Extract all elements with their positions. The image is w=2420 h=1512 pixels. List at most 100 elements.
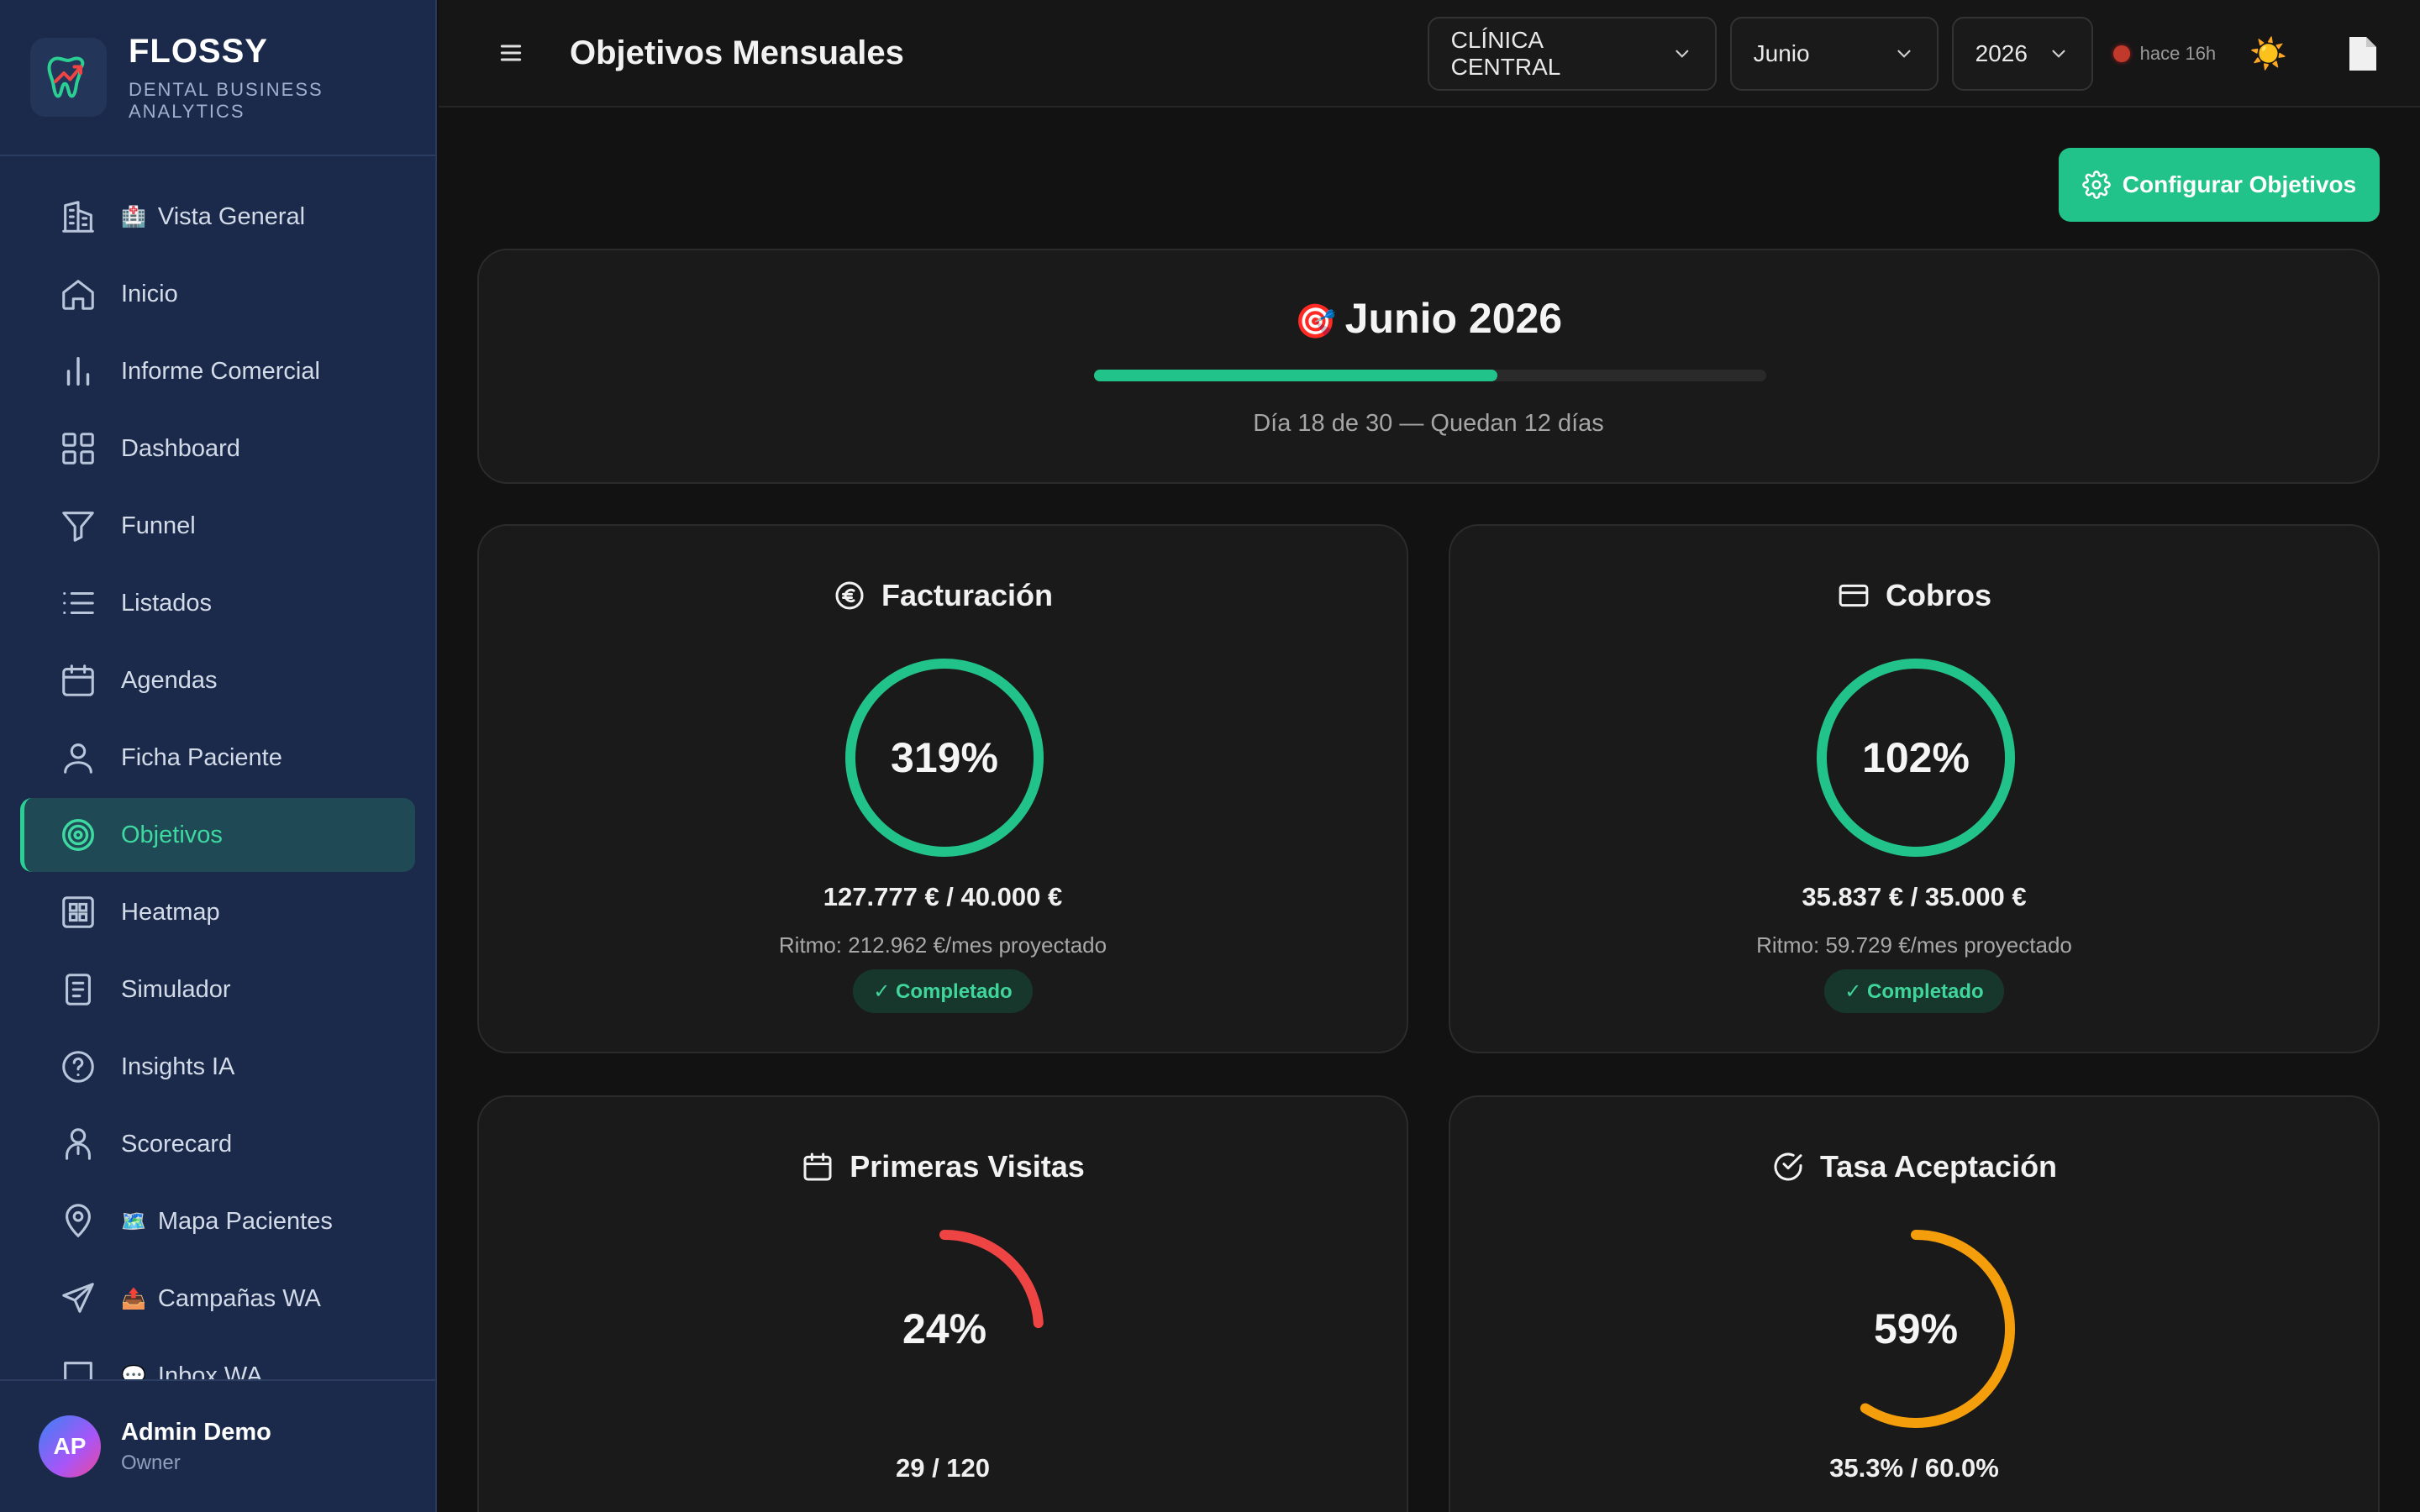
sidebar-item-inicio[interactable]: Inicio [20, 257, 415, 331]
menu-toggle-button[interactable] [486, 28, 536, 78]
user-icon [64, 743, 92, 774]
help-circle-icon [62, 1051, 94, 1083]
sidebar-item-vista-general[interactable]: 🏥 Vista General [20, 180, 415, 254]
home-icon [62, 280, 94, 310]
theme-toggle-sun-icon[interactable]: ☀️ [2249, 36, 2287, 71]
progress-ring-arc [1817, 659, 2015, 857]
kpi-card-facturacion: Facturación 319% 127.777 € / 40.000 € Ri… [477, 524, 1408, 1053]
configure-goals-button[interactable]: Configurar Objetivos [2059, 148, 2380, 222]
sidebar-item-label: Insights IA [121, 1053, 235, 1080]
progress-ring [1817, 1230, 2015, 1428]
chevron-down-icon [1897, 50, 1911, 58]
send-icon [62, 1283, 94, 1313]
user-role: Owner [121, 1451, 181, 1474]
calendar-icon [803, 1152, 832, 1181]
brand-subtitle: DENTAL BUSINESS ANALYTICS [128, 78, 324, 122]
kpi-percent: 102% [1862, 734, 1970, 781]
sidebar-item-agendas[interactable]: Agendas [20, 643, 415, 717]
funnel-icon [62, 512, 94, 542]
kpi-percent: 59% [1873, 1305, 1959, 1352]
kpi-percent: 24% [902, 1305, 987, 1352]
sidebar-item-insights-ia[interactable]: Insights IA [20, 1030, 415, 1104]
heatmap-icon [62, 896, 94, 928]
progress-ring-arc [845, 1230, 1044, 1428]
progress-ring [845, 1230, 1044, 1428]
export-document-button[interactable] [2346, 35, 2380, 72]
calendar-icon [62, 664, 94, 696]
sidebar-item-label: Ficha Paciente [121, 743, 282, 771]
kpi-title: Cobros [1886, 578, 1991, 612]
avatar: AP [39, 1415, 101, 1478]
kpi-header: Cobros [1450, 578, 2378, 613]
kpi-header: Primeras Visitas [479, 1149, 1407, 1184]
progress-ring [1817, 659, 2015, 857]
target-emoji-icon: 🎯 [1294, 303, 1337, 340]
sidebar-item-label: Scorecard [121, 1130, 233, 1158]
kpi-title: Primeras Visitas [850, 1149, 1085, 1184]
chevron-down-icon [2052, 50, 2065, 58]
sidebar-item-dashboard[interactable]: Dashboard [20, 412, 415, 486]
sidebar-item-label: Agendas [121, 666, 218, 694]
hamburger-icon [500, 45, 522, 61]
clinic-select[interactable]: CLÍNICA CENTRAL [1427, 17, 1717, 91]
month-title-text: Junio 2026 [1344, 295, 1563, 342]
status-badge: ✓ Completado [853, 969, 1033, 1013]
outbox-emoji: 📤 [121, 1287, 146, 1310]
euro-icon [835, 581, 864, 610]
kpi-card-primeras-visitas: Primeras Visitas 24% 29 / 120 [477, 1095, 1408, 1512]
page-title: Objetivos Mensuales [570, 34, 904, 71]
kpi-values: 29 / 120 [895, 1453, 991, 1483]
sidebar-item-listados[interactable]: Listados [20, 566, 415, 640]
month-progress-bar [1094, 370, 1766, 381]
sidebar-item-label: Funnel [121, 512, 196, 539]
sidebar-item-informe-comercial[interactable]: Informe Comercial [20, 334, 415, 408]
sidebar-item-objetivos[interactable]: Objetivos [20, 798, 415, 872]
brand[interactable]: FLOSSY DENTAL BUSINESS ANALYTICS [0, 0, 435, 156]
hospital-emoji: 🏥 [121, 205, 146, 228]
sidebar-item-funnel[interactable]: Funnel [20, 489, 415, 563]
kpi-pace: Ritmo: 59.729 €/mes proyectado [1756, 932, 2072, 958]
sidebar-item-label: Listados [121, 589, 213, 617]
sidebar-item-label: Heatmap [121, 898, 220, 926]
sidebar-item-label: Objetivos [121, 821, 223, 848]
month-title: 🎯 Junio 2026 [479, 294, 2378, 343]
gear-icon [2081, 171, 2111, 199]
sidebar-item-label: Vista General [157, 202, 306, 230]
year-select[interactable]: 2026 [1951, 17, 2093, 91]
sync-status: hace 16h [2112, 43, 2217, 65]
progress-ring [845, 659, 1044, 857]
sidebar-item-campanas-wa[interactable]: 📤 Campañas WA [20, 1262, 415, 1336]
sidebar: FLOSSY DENTAL BUSINESS ANALYTICS 🏥 Vista… [0, 0, 437, 1512]
kpi-header: Tasa Aceptación [1450, 1149, 2378, 1184]
check-circle-icon [1774, 1152, 1802, 1181]
month-progress-fill [1094, 370, 1497, 381]
sidebar-item-label: Campañas WA [157, 1284, 321, 1312]
credit-card-icon [1839, 584, 1869, 607]
sync-status-text: hace 16h [2139, 43, 2217, 64]
kpi-pace: Ritmo: 212.962 €/mes proyectado [778, 932, 1107, 958]
kpi-values: 35.837 € / 35.000 € [1802, 882, 2027, 911]
kpi-card-cobros: Cobros 102% 35.837 € / 35.000 € Ritmo: 5… [1449, 524, 2380, 1053]
map-pin-icon [66, 1204, 91, 1238]
month-select-value: Junio [1753, 40, 1810, 66]
sidebar-item-label: Inicio [121, 280, 178, 307]
brand-name: FLOSSY [128, 32, 268, 70]
kpi-card-tasa-aceptacion: Tasa Aceptación 59% 35.3% / 60.0% [1449, 1095, 2380, 1512]
sidebar-item-label: Simulador [121, 975, 231, 1003]
kpi-header: Facturación [479, 578, 1407, 613]
sidebar-item-mapa-pacientes[interactable]: 🗺️ Mapa Pacientes [20, 1184, 415, 1258]
sidebar-item-ficha-paciente[interactable]: Ficha Paciente [20, 721, 415, 795]
kpi-values: 127.777 € / 40.000 € [823, 882, 1063, 911]
year-select-value: 2026 [1975, 40, 2028, 66]
progress-ring-arc [845, 659, 1044, 857]
kpi-title: Facturación [881, 578, 1054, 612]
kpi-percent: 319% [891, 734, 998, 781]
user-name: Admin Demo [121, 1418, 271, 1446]
sidebar-item-heatmap[interactable]: Heatmap [20, 875, 415, 949]
user-profile[interactable]: AP Admin Demo Owner [0, 1379, 435, 1512]
header-controls: CLÍNICA CENTRAL Junio 2026 hace 16h ☀️ [1427, 0, 2420, 108]
sidebar-item-scorecard[interactable]: Scorecard [20, 1107, 415, 1181]
top-header: Objetivos Mensuales CLÍNICA CENTRAL Juni… [439, 0, 2420, 108]
month-select[interactable]: Junio [1729, 17, 1939, 91]
sidebar-item-simulador[interactable]: Simulador [20, 953, 415, 1026]
